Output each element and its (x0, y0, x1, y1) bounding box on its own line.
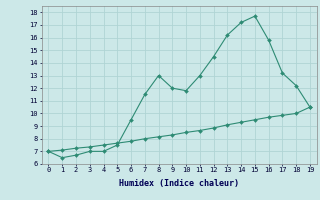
X-axis label: Humidex (Indice chaleur): Humidex (Indice chaleur) (119, 179, 239, 188)
